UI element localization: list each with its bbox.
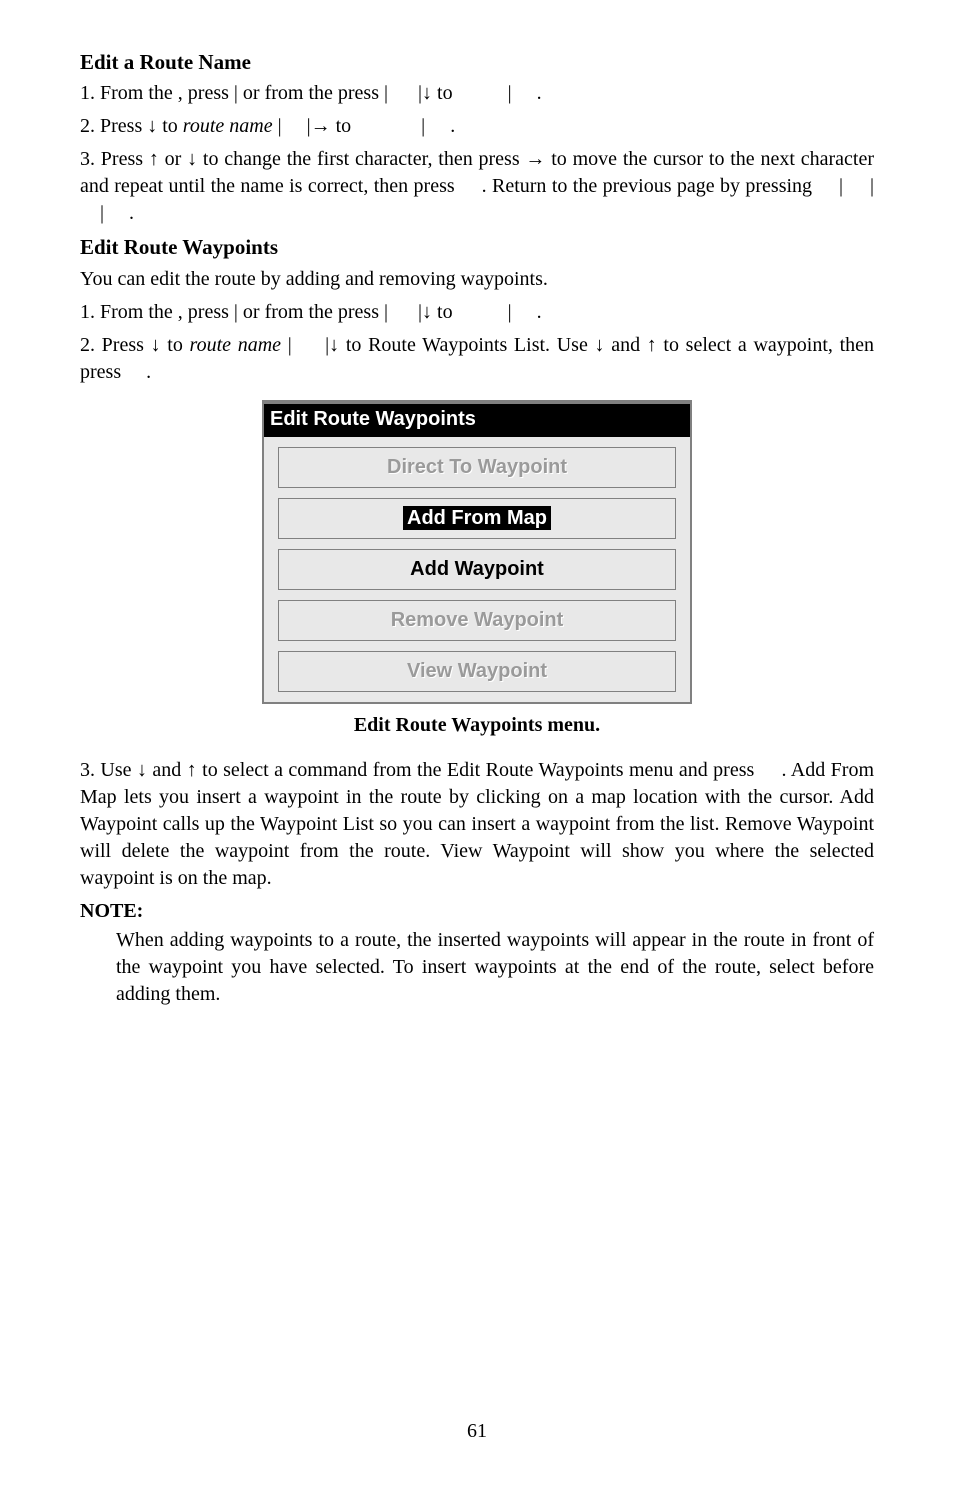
text: , press — [178, 301, 234, 323]
text: | — [234, 82, 243, 104]
text: press — [338, 82, 384, 104]
text: | — [421, 115, 425, 137]
menu-item-selected-label: Add From Map — [403, 506, 551, 530]
text: | — [870, 175, 874, 197]
text: . — [537, 301, 542, 323]
text: | — [234, 301, 243, 323]
sec2-intro: You can edit the route by adding and rem… — [80, 266, 874, 293]
note-heading: NOTE: — [80, 898, 874, 925]
text: | — [100, 202, 104, 224]
menu-item-direct: Direct To Waypoint — [278, 447, 676, 488]
text: press — [338, 301, 384, 323]
text: or from the — [243, 82, 338, 104]
text-italic: route name — [190, 334, 281, 356]
text: 1. From the — [80, 82, 178, 104]
text: . Return to the previous page by pressin… — [482, 175, 818, 197]
text: | — [384, 301, 388, 323]
text: |↓ to — [418, 301, 458, 323]
heading-edit-route-name: Edit a Route Name — [80, 48, 874, 76]
sec1-step1: 1. From the , press | or from the press … — [80, 80, 874, 107]
menu-item-add-from-map: Add From Map — [278, 498, 676, 539]
figure-caption: Edit Route Waypoints menu. — [80, 712, 874, 739]
text: 1. From the — [80, 301, 178, 323]
menu-item-view-waypoint: View Waypoint — [278, 651, 676, 692]
text: | — [288, 334, 292, 356]
menu-item-add-waypoint: Add Waypoint — [278, 549, 676, 590]
sec2-step2: 2. Press ↓ to route name | |↓ to Route W… — [80, 332, 874, 386]
text: . — [146, 361, 151, 383]
text: or from the — [243, 301, 338, 323]
menu-title: Edit Route Waypoints — [264, 402, 690, 437]
text: 3. Use ↓ and ↑ to select a command from … — [80, 759, 760, 781]
sec1-step3: 3. Press ↑ or ↓ to change the first char… — [80, 146, 874, 227]
text: . — [450, 115, 455, 137]
text: 2. Press ↓ to — [80, 334, 190, 356]
figure-menu: Edit Route Waypoints Direct To Waypoint … — [80, 400, 874, 704]
page-number: 61 — [80, 1418, 874, 1445]
text: , press — [178, 82, 234, 104]
text: | — [508, 301, 512, 323]
text: . — [129, 202, 134, 224]
menu-box: Edit Route Waypoints Direct To Waypoint … — [262, 400, 692, 704]
text: |↓ to — [418, 82, 458, 104]
text: . — [537, 82, 542, 104]
menu-item-remove-waypoint: Remove Waypoint — [278, 600, 676, 641]
sec1-step2: 2. Press ↓ to route name | |→ to | . — [80, 113, 874, 140]
text: | — [278, 115, 282, 137]
text: | — [508, 82, 512, 104]
sec2-step1: 1. From the , press | or from the press … — [80, 299, 874, 326]
sec3-step3: 3. Use ↓ and ↑ to select a command from … — [80, 757, 874, 892]
text-italic: route name — [183, 115, 273, 137]
heading-edit-route-waypoints: Edit Route Waypoints — [80, 233, 874, 261]
text: | — [384, 82, 388, 104]
text: 2. Press ↓ to — [80, 115, 183, 137]
text: |→ to — [307, 115, 357, 137]
text: | — [839, 175, 843, 197]
note-body: When adding waypoints to a route, the in… — [116, 927, 874, 1008]
page: Edit a Route Name 1. From the , press | … — [80, 48, 874, 1487]
